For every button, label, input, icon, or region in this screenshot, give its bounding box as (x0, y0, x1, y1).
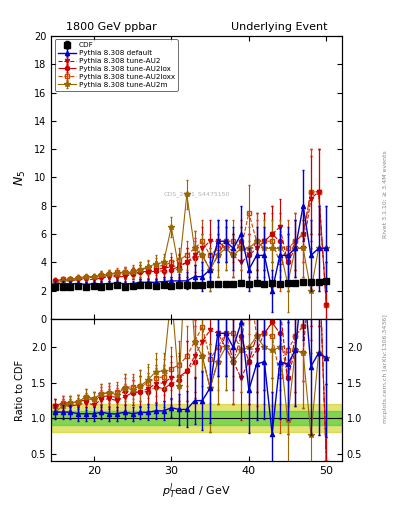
Text: CDS_2001_S4475150: CDS_2001_S4475150 (163, 191, 230, 197)
Text: mcplots.cern.ch [arXiv:1306.3436]: mcplots.cern.ch [arXiv:1306.3436] (383, 314, 388, 423)
Y-axis label: Ratio to CDF: Ratio to CDF (15, 359, 25, 420)
Bar (51, 404, 342, 433)
X-axis label: $p_T^l$ead / GeV: $p_T^l$ead / GeV (162, 481, 231, 501)
Text: 1800 GeV ppbar: 1800 GeV ppbar (66, 22, 156, 32)
Legend: CDF, Pythia 8.308 default, Pythia 8.308 tune-AU2, Pythia 8.308 tune-AU2lox, Pyth: CDF, Pythia 8.308 default, Pythia 8.308 … (55, 39, 178, 91)
Text: Underlying Event: Underlying Event (231, 22, 327, 32)
Bar (51, 411, 342, 425)
Y-axis label: $N_5$: $N_5$ (13, 169, 28, 185)
Text: Rivet 3.1.10; ≥ 3.4M events: Rivet 3.1.10; ≥ 3.4M events (383, 151, 388, 239)
